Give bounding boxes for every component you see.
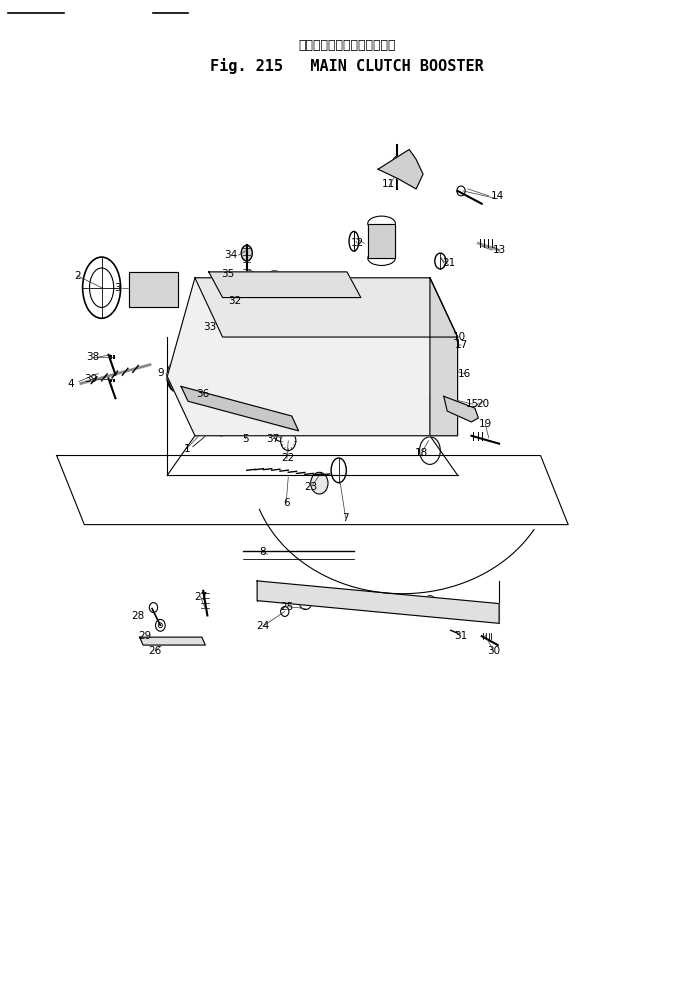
Ellipse shape (403, 385, 430, 418)
Ellipse shape (242, 246, 253, 261)
Text: 20: 20 (477, 399, 490, 409)
Ellipse shape (369, 596, 381, 610)
Text: 36: 36 (196, 389, 210, 399)
Ellipse shape (83, 257, 121, 319)
Text: 13: 13 (493, 246, 506, 255)
Text: 15: 15 (466, 399, 480, 409)
Ellipse shape (371, 357, 399, 375)
Text: 39: 39 (85, 374, 98, 384)
Ellipse shape (354, 313, 416, 351)
Text: 26: 26 (149, 646, 162, 656)
Polygon shape (368, 224, 396, 258)
Ellipse shape (424, 596, 436, 610)
Ellipse shape (396, 376, 437, 426)
Polygon shape (443, 396, 478, 422)
Text: 25: 25 (280, 602, 294, 612)
Ellipse shape (231, 413, 248, 433)
Ellipse shape (280, 431, 296, 450)
Ellipse shape (168, 361, 187, 391)
Ellipse shape (299, 596, 312, 610)
Text: 11: 11 (382, 179, 395, 189)
Polygon shape (139, 638, 205, 645)
Ellipse shape (392, 156, 402, 176)
Text: 10: 10 (452, 332, 466, 342)
Polygon shape (181, 386, 298, 431)
Ellipse shape (273, 427, 286, 442)
Polygon shape (57, 455, 568, 525)
Text: 38: 38 (86, 351, 99, 361)
Ellipse shape (398, 352, 407, 360)
Text: 33: 33 (203, 322, 217, 333)
Ellipse shape (364, 354, 406, 379)
Text: 28: 28 (132, 612, 145, 622)
Polygon shape (167, 278, 457, 436)
Text: 27: 27 (194, 592, 207, 602)
Text: 5: 5 (242, 434, 248, 444)
Text: 12: 12 (350, 239, 364, 248)
Text: 1: 1 (183, 444, 190, 453)
Text: 37: 37 (266, 434, 280, 444)
Ellipse shape (331, 458, 346, 483)
Ellipse shape (349, 232, 359, 251)
Ellipse shape (280, 607, 289, 617)
Ellipse shape (277, 431, 282, 438)
Polygon shape (209, 272, 361, 298)
Ellipse shape (368, 216, 396, 231)
Text: 18: 18 (415, 447, 428, 457)
Text: 3: 3 (115, 283, 121, 293)
Polygon shape (195, 278, 457, 337)
Ellipse shape (387, 339, 407, 351)
Text: 14: 14 (491, 191, 505, 201)
Ellipse shape (457, 186, 465, 196)
Text: メイン　クラッチ　ブースタ: メイン クラッチ ブースタ (298, 40, 396, 52)
Text: 31: 31 (455, 632, 468, 642)
Ellipse shape (398, 410, 407, 418)
Ellipse shape (247, 275, 254, 284)
Text: 6: 6 (283, 498, 289, 508)
Ellipse shape (158, 623, 162, 628)
Text: 16: 16 (458, 368, 471, 378)
Polygon shape (129, 272, 178, 308)
Text: 34: 34 (224, 250, 237, 260)
Ellipse shape (90, 268, 114, 308)
Ellipse shape (213, 352, 221, 360)
Text: 7: 7 (342, 513, 349, 523)
Text: 35: 35 (221, 269, 235, 279)
Polygon shape (378, 149, 423, 189)
Polygon shape (430, 278, 457, 436)
Ellipse shape (155, 620, 165, 632)
Text: 24: 24 (256, 622, 269, 632)
Ellipse shape (271, 275, 298, 295)
Text: 2: 2 (74, 271, 81, 281)
Ellipse shape (420, 437, 440, 464)
Text: 9: 9 (157, 367, 164, 377)
Polygon shape (257, 581, 499, 624)
Ellipse shape (434, 253, 446, 269)
Text: 17: 17 (455, 340, 468, 349)
Text: 29: 29 (139, 632, 152, 642)
Text: 8: 8 (260, 547, 266, 557)
Text: 21: 21 (442, 258, 455, 268)
Text: 4: 4 (67, 379, 74, 389)
Ellipse shape (311, 472, 328, 494)
Ellipse shape (368, 250, 396, 265)
Text: 32: 32 (228, 296, 242, 306)
Ellipse shape (264, 271, 285, 289)
Ellipse shape (380, 334, 414, 355)
Ellipse shape (460, 607, 468, 617)
Text: Fig. 215   MAIN CLUTCH BOOSTER: Fig. 215 MAIN CLUTCH BOOSTER (210, 57, 484, 73)
Ellipse shape (380, 347, 414, 365)
Text: 30: 30 (487, 646, 500, 656)
Ellipse shape (359, 316, 411, 348)
Ellipse shape (149, 603, 158, 613)
Ellipse shape (213, 410, 221, 418)
Text: 22: 22 (281, 453, 294, 463)
Text: 23: 23 (305, 482, 318, 492)
Text: 19: 19 (479, 419, 492, 429)
Ellipse shape (244, 271, 257, 289)
